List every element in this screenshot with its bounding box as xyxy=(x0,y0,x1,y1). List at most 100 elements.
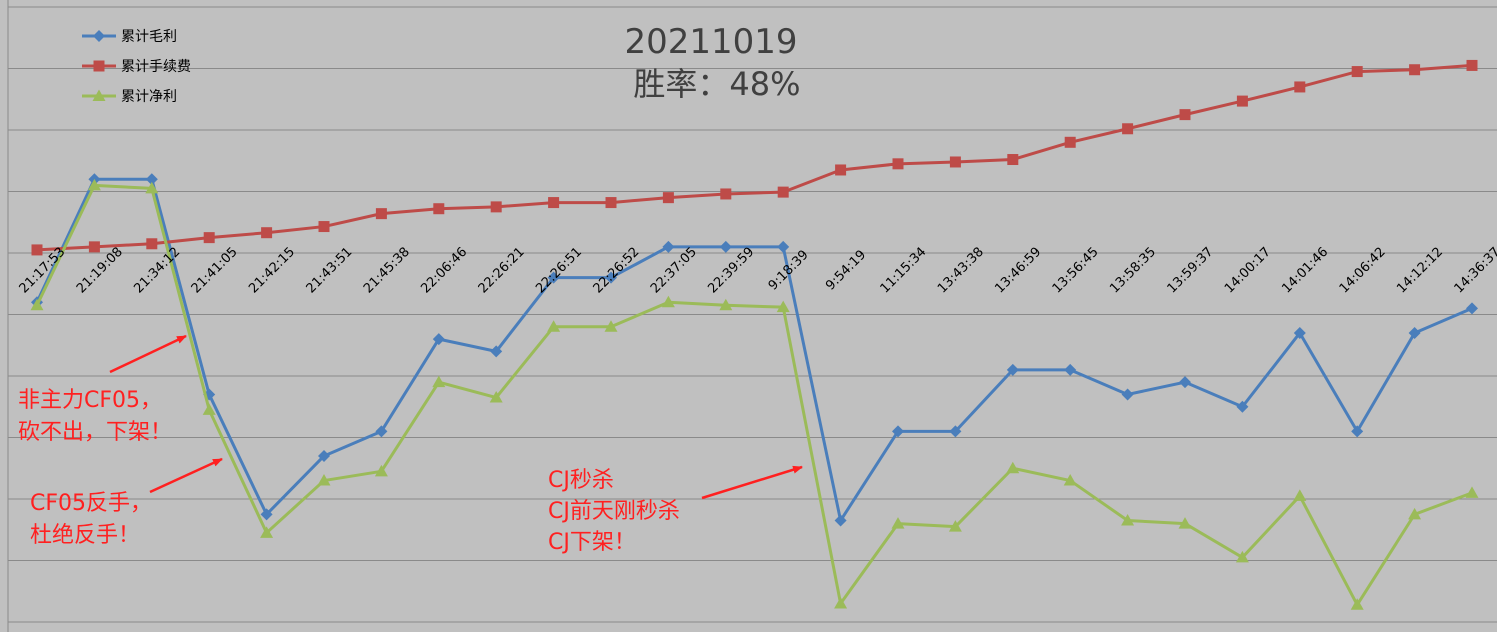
annotation-text: 杜绝反手！ xyxy=(30,523,140,548)
data-point xyxy=(777,240,790,253)
data-point xyxy=(1064,363,1077,376)
x-tick-label: 14:01:46 xyxy=(1279,245,1331,297)
data-point xyxy=(433,203,445,215)
data-point xyxy=(1235,550,1249,563)
data-point xyxy=(547,271,560,284)
x-axis-tick-labels: 21:17:53 21:19:08 21:34:12 21:41:05 21:42:15… xyxy=(17,245,1497,297)
data-point xyxy=(1179,376,1191,389)
x-tick-label: 21:42:15 xyxy=(246,245,298,297)
data-point xyxy=(604,320,618,332)
x-tick-label: 13:56:45 xyxy=(1050,245,1102,297)
x-tick-label: 22:26:21 xyxy=(476,245,528,297)
data-point xyxy=(1006,461,1020,474)
data-point xyxy=(1466,302,1478,315)
x-tick-label: 13:58:35 xyxy=(1107,245,1159,297)
data-point xyxy=(662,192,674,204)
data-point xyxy=(949,156,961,168)
data-point xyxy=(1465,486,1479,498)
annotation-text: CJ前天刚秒杀 xyxy=(548,499,680,524)
data-point xyxy=(374,464,388,477)
data-point xyxy=(1466,59,1478,71)
chart-title: 20211019 xyxy=(624,22,797,62)
data-point xyxy=(605,197,617,209)
data-point xyxy=(547,320,561,332)
annotation-text: CJ下架！ xyxy=(548,530,636,555)
data-point xyxy=(949,425,962,438)
x-tick-label: 14:12:12 xyxy=(1394,245,1446,297)
x-tick-label: 14:36:37 xyxy=(1452,245,1497,297)
chart-subtitle: 胜率：48% xyxy=(633,65,800,103)
data-point xyxy=(1350,598,1364,610)
x-tick-label: 22:26:51 xyxy=(533,245,585,297)
data-point xyxy=(145,173,158,186)
data-point xyxy=(1121,514,1135,526)
data-point xyxy=(548,197,560,209)
annotation-3: CJ秒杀 CJ前天刚秒杀 CJ下架！ xyxy=(548,465,803,555)
annotations: 非主力CF05，砍不出，下架！CF05反手，杜绝反手！CJ秒杀CJ前天刚秒杀CJ… xyxy=(18,334,803,555)
data-point xyxy=(1064,136,1076,148)
legend-marker xyxy=(93,30,105,42)
data-point xyxy=(1007,154,1019,166)
x-tick-label: 13:43:38 xyxy=(935,245,987,297)
data-point xyxy=(490,201,502,213)
data-point xyxy=(1122,123,1134,135)
annotation-arrow xyxy=(701,465,803,500)
data-point xyxy=(318,449,330,462)
annotation-text: CJ秒杀 xyxy=(548,468,614,493)
data-point xyxy=(1006,363,1019,376)
x-tick-label: 22:26:52 xyxy=(591,245,643,297)
data-point xyxy=(375,425,388,438)
series-line xyxy=(35,177,1473,523)
data-point xyxy=(662,240,675,253)
data-point xyxy=(719,298,733,311)
data-point xyxy=(489,391,503,403)
series-2 xyxy=(31,59,1478,256)
legend-marker xyxy=(93,60,105,72)
x-tick-label: 9:54:19 xyxy=(823,247,869,293)
data-point xyxy=(891,517,905,529)
data-point xyxy=(1236,400,1249,413)
data-point xyxy=(892,425,904,438)
data-point xyxy=(260,508,273,521)
data-point xyxy=(375,208,387,220)
annotation-arrow xyxy=(109,334,187,374)
data-point xyxy=(777,186,789,198)
data-point xyxy=(1121,388,1134,401)
annotation-2: CF05反手， 杜绝反手！ xyxy=(30,457,223,548)
data-point xyxy=(203,232,215,244)
data-point xyxy=(892,158,904,170)
data-point xyxy=(1293,489,1307,501)
x-tick-label: 9:18:39 xyxy=(766,247,812,293)
data-point xyxy=(834,597,848,609)
data-point xyxy=(260,526,274,538)
data-point xyxy=(31,244,43,256)
annotation-1: 非主力CF05， 砍不出，下架！ xyxy=(18,334,187,445)
data-point xyxy=(261,227,273,239)
series-1 xyxy=(31,173,1478,527)
data-point xyxy=(1236,95,1248,107)
data-point xyxy=(202,403,216,415)
data-point xyxy=(835,164,847,176)
annotation-text: CF05反手， xyxy=(30,491,152,516)
x-tick-label: 21:45:38 xyxy=(361,245,413,297)
data-point xyxy=(834,514,847,527)
data-point xyxy=(1294,81,1306,93)
data-point xyxy=(605,271,617,284)
data-point xyxy=(661,295,675,308)
series-3 xyxy=(30,178,1479,610)
data-point xyxy=(1178,517,1192,529)
data-point xyxy=(1063,474,1077,486)
data-point xyxy=(317,474,331,486)
data-point xyxy=(432,375,446,388)
data-point xyxy=(1409,64,1421,76)
legend-marker xyxy=(92,89,106,101)
series-line xyxy=(35,183,1473,607)
series-line xyxy=(36,63,1473,252)
gridlines xyxy=(7,0,1497,632)
data-point xyxy=(432,333,445,346)
data-point xyxy=(146,238,158,250)
x-tick-label: 21:19:08 xyxy=(74,245,126,297)
x-tick-label: 21:41:05 xyxy=(189,245,241,297)
x-tick-label: 13:59:37 xyxy=(1165,245,1217,297)
